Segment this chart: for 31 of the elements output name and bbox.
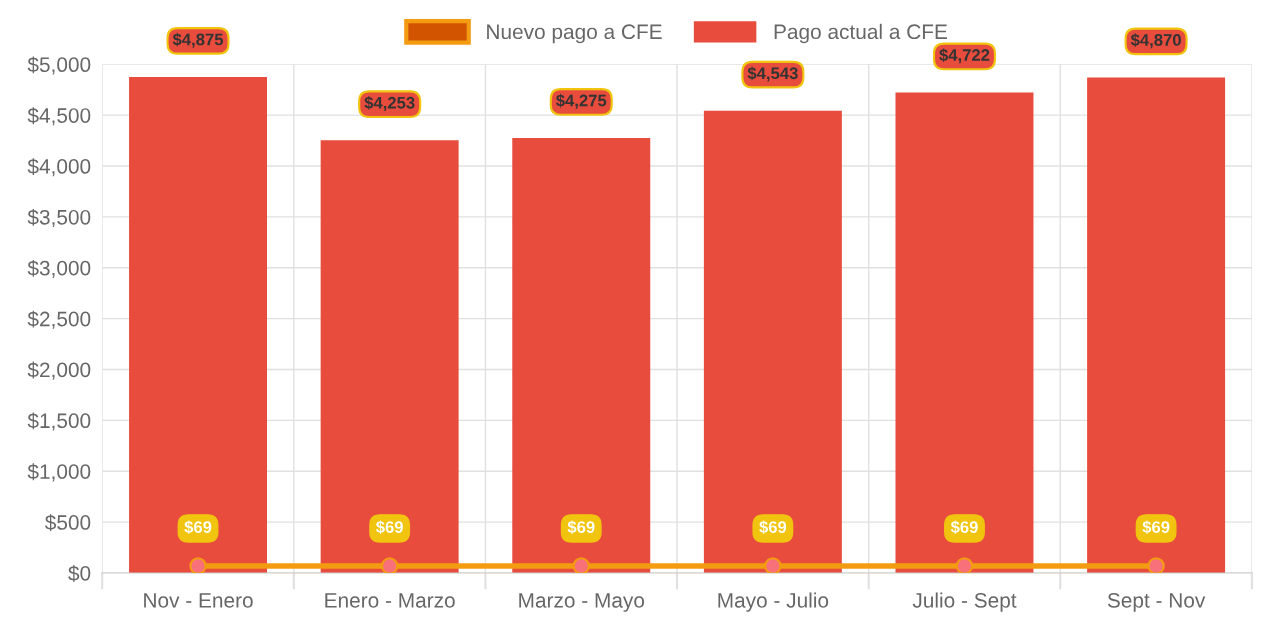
data-label: $69 xyxy=(567,520,595,535)
data-label: $4,722 xyxy=(939,48,990,64)
data-label: $4,275 xyxy=(555,93,607,109)
x-tick-label: Nov - Enero xyxy=(144,593,253,608)
y-tick-label: $0 xyxy=(68,565,91,582)
x-tick-label: Enero - Marzo xyxy=(325,593,455,608)
data-label: $4,253 xyxy=(364,96,415,112)
y-tick-label: $4,000 xyxy=(27,158,91,177)
x-tick-label: Mayo - Julio xyxy=(718,592,829,612)
y-tick-label: $3,000 xyxy=(27,259,91,278)
data-label: $69 xyxy=(950,520,978,535)
legend-label: Nuevo pago a CFE xyxy=(487,24,662,44)
data-label: $69 xyxy=(1142,520,1170,535)
x-tick-label: Marzo - Mayo xyxy=(519,593,645,612)
y-tick-label: $4,500 xyxy=(27,107,91,126)
y-tick-label: $1,500 xyxy=(27,412,91,431)
legend-label: Pago actual a CFE xyxy=(774,23,947,44)
x-tick-label: Julio - Sept xyxy=(912,592,1017,612)
y-tick-label: $3,500 xyxy=(27,209,91,228)
data-label: $69 xyxy=(184,520,212,535)
y-tick-label: $1,000 xyxy=(27,463,91,482)
data-label: $4,870 xyxy=(1130,33,1181,49)
data-label: $69 xyxy=(759,520,787,535)
y-tick-label: $5,000 xyxy=(27,56,91,75)
x-tick-label: Sept - Nov xyxy=(1107,592,1206,612)
y-tick-label: $2,000 xyxy=(27,361,91,380)
y-tick-label: $500 xyxy=(44,514,91,532)
data-label: $4,875 xyxy=(172,32,224,48)
y-tick-label: $2,500 xyxy=(27,310,91,329)
data-label: $4,543 xyxy=(747,66,798,82)
data-label: $69 xyxy=(375,520,403,535)
